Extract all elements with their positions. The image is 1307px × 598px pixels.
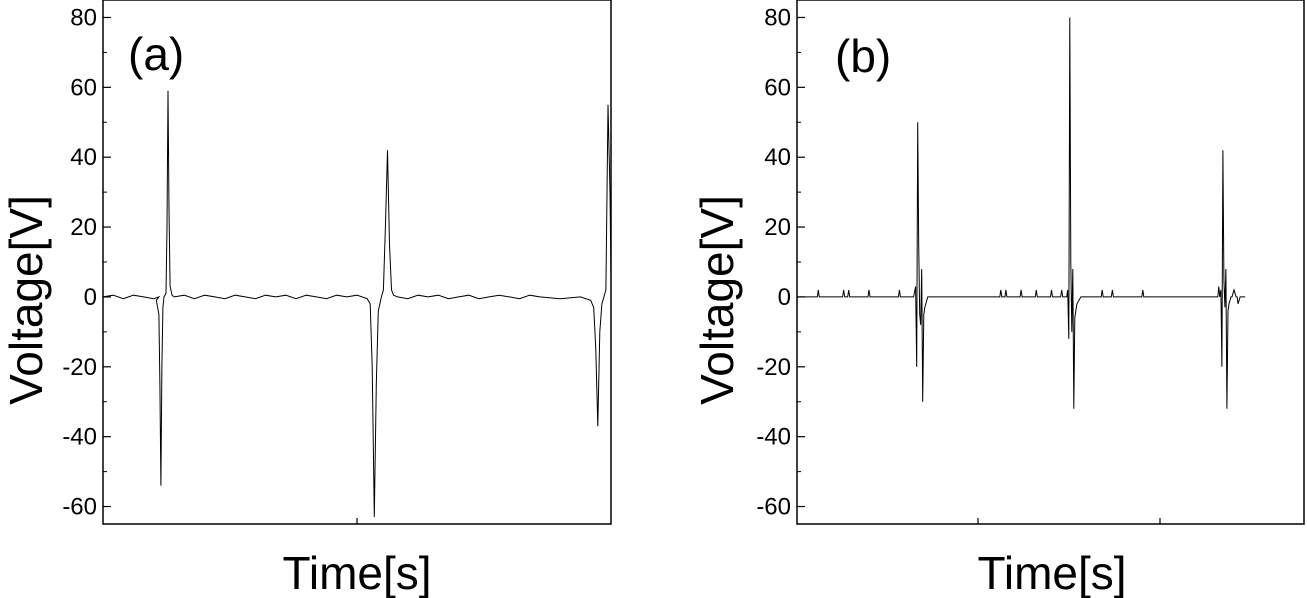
y-tick-label: 60 [764,74,791,101]
y-axis-ticks: -60 -40 -20 0 20 40 60 80 [62,4,111,521]
y-tick-label: -20 [756,354,791,381]
chart-panel-b: -60 -40 -20 0 20 40 60 80 (b) Voltage[V] Time[s… [691,0,1305,598]
panel-label: (a) [128,28,184,80]
y-tick-label: 80 [70,4,97,31]
y-tick-label: 80 [764,4,791,31]
y-tick-label: -60 [62,494,97,521]
y-tick-label: 0 [84,284,97,311]
x-axis-ticks [977,518,1161,524]
y-tick-label: -40 [756,424,791,451]
y-tick-label: 0 [778,284,791,311]
chart-panel-a: -60 -40 -20 0 20 40 60 80 (a) Voltage[V] Time[s… [0,0,612,598]
y-tick-label: -60 [756,494,791,521]
y-axis-ticks: -60 -40 -20 0 20 40 60 80 [756,4,805,521]
y-axis-title: Voltage[V] [0,195,52,405]
series-line [797,17,1246,409]
y-axis-title: Voltage[V] [691,195,743,405]
y-tick-label: 20 [70,214,97,241]
y-tick-label: -40 [62,424,97,451]
y-tick-label: 40 [70,144,97,171]
y-tick-label: 60 [70,74,97,101]
y-tick-label: 40 [764,144,791,171]
x-axis-title: Time[s] [282,547,431,598]
panel-label: (b) [835,30,891,82]
y-tick-label: -20 [62,354,97,381]
y-tick-label: 20 [764,214,791,241]
x-axis-title: Time[s] [977,547,1126,598]
series-line [102,90,612,518]
